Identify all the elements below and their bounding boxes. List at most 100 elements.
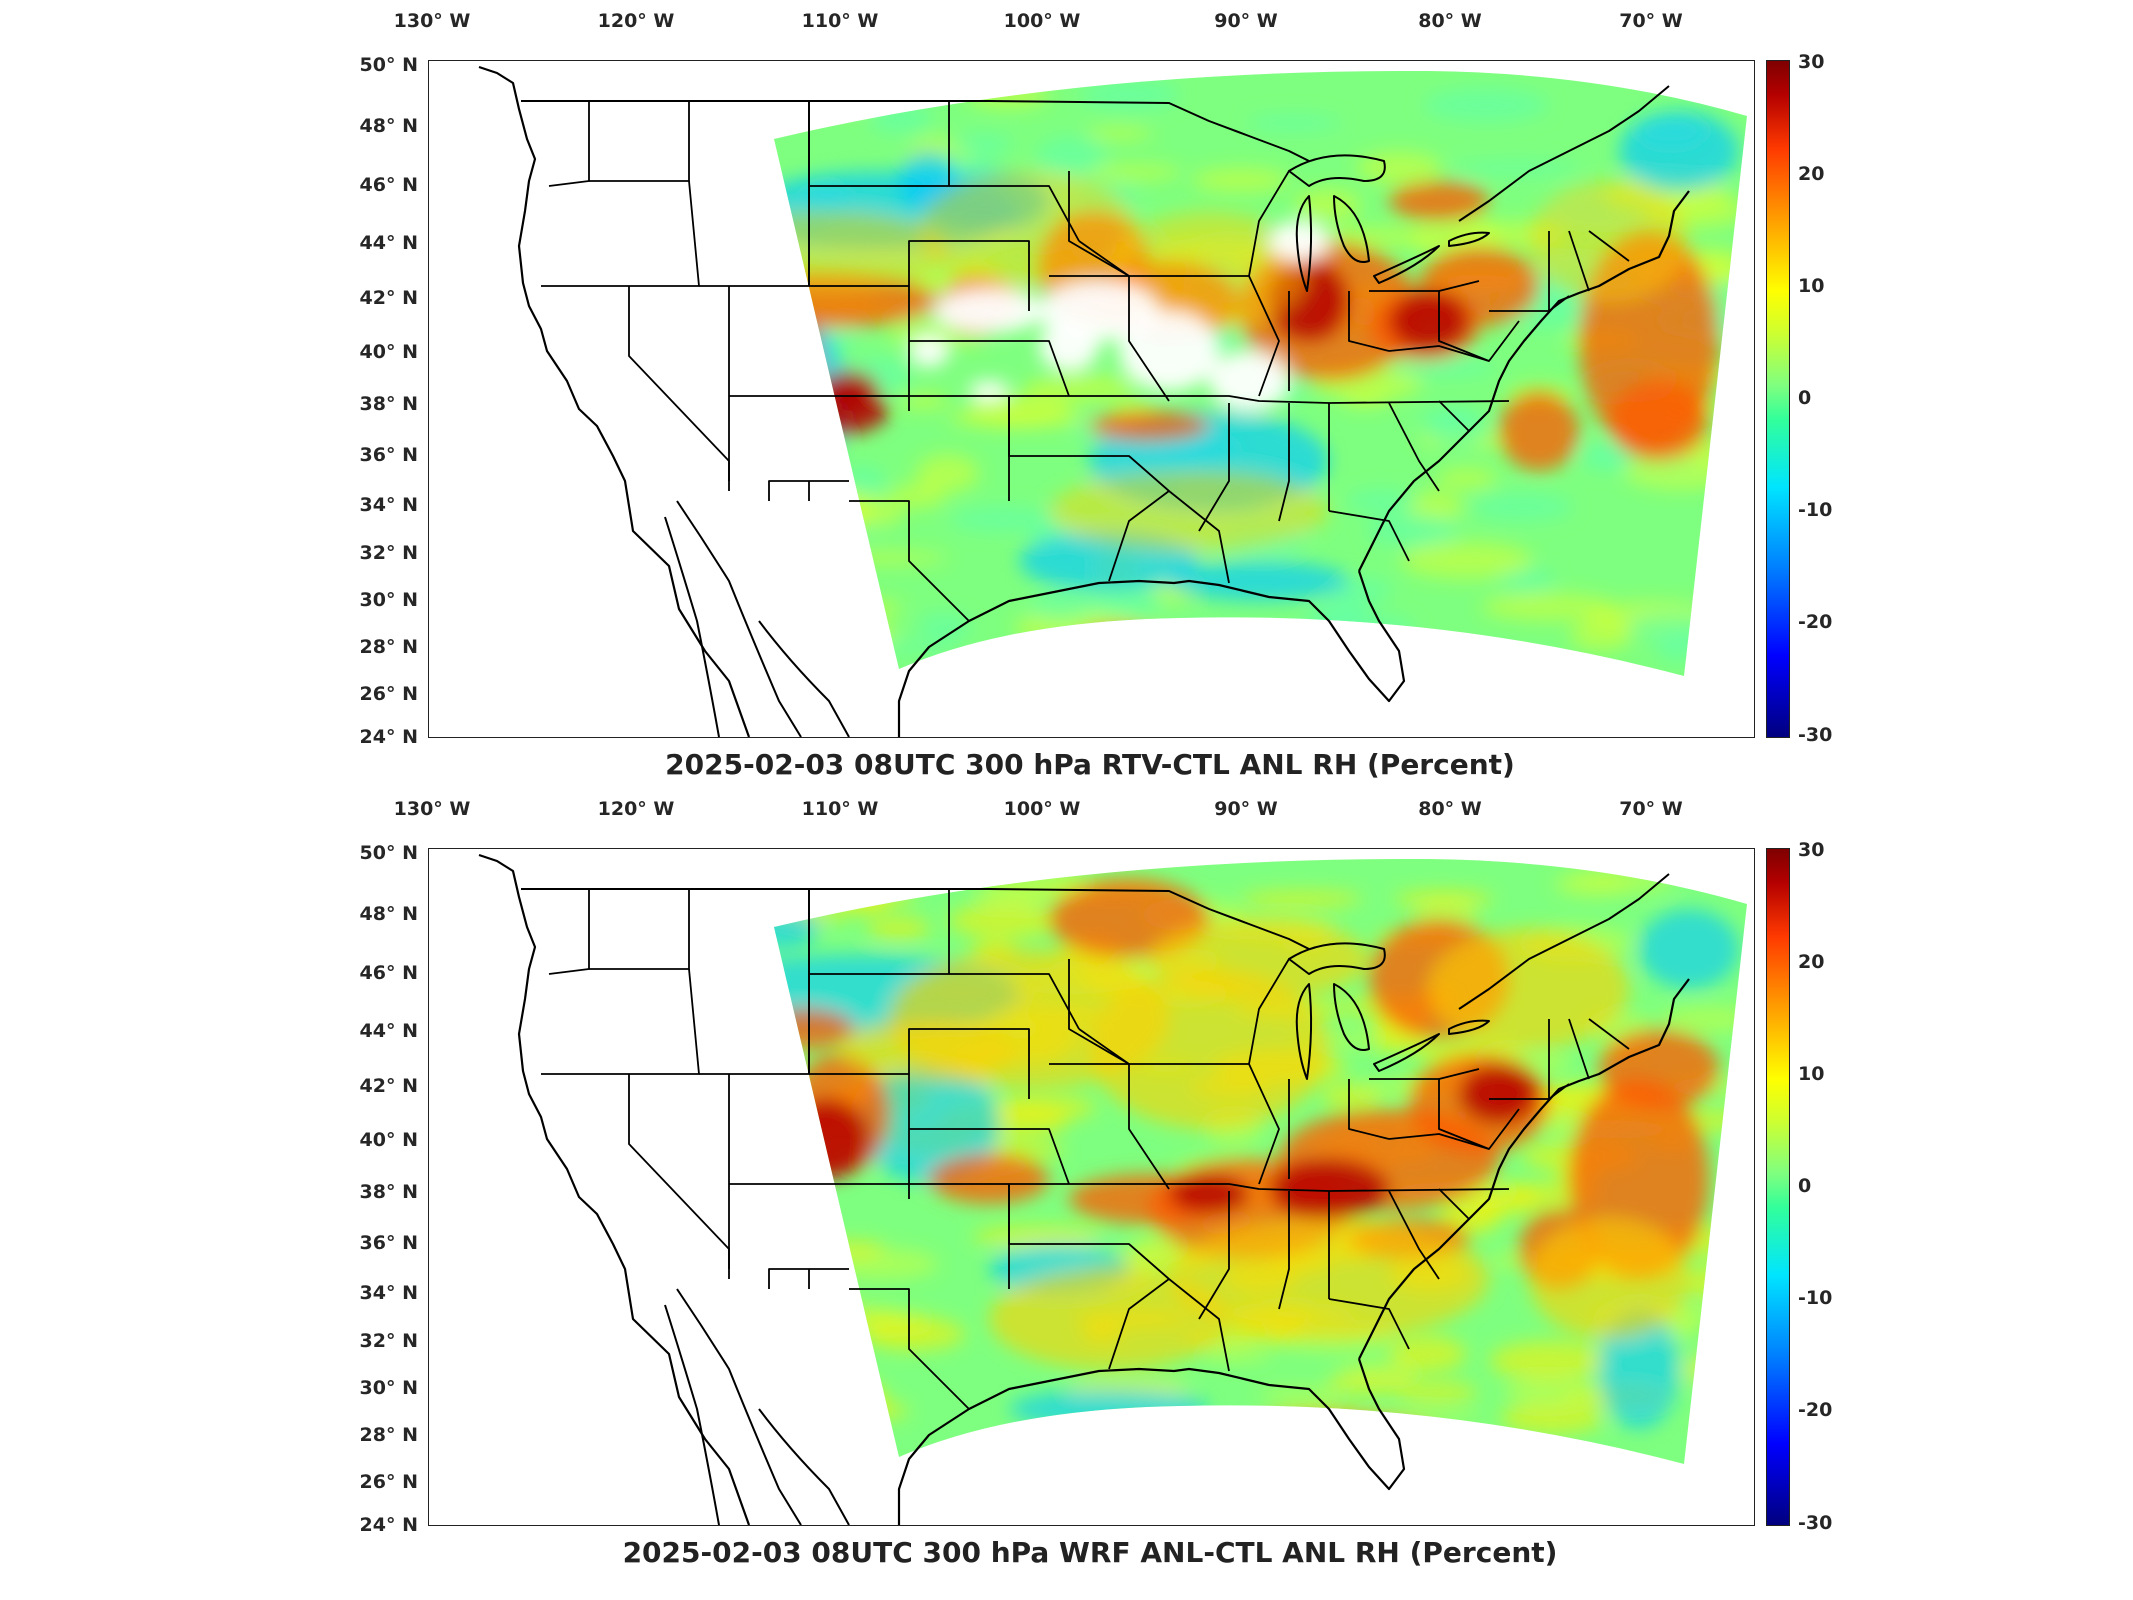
missing-data xyxy=(1119,311,1219,391)
state-border xyxy=(1009,1183,1510,1192)
colorbar-tick-label: 0 xyxy=(1798,387,1812,409)
map-frame xyxy=(428,848,1755,1526)
state-border xyxy=(1388,1190,1440,1280)
field-texture xyxy=(1436,468,1498,489)
longitude-label: 130° W xyxy=(393,10,471,32)
state-border xyxy=(589,889,690,970)
map-panel-top: 130° W 120° W 110° W 100° W 90° W 80° W 70° W … xyxy=(359,10,1833,781)
state-border xyxy=(768,1268,849,1289)
state-border xyxy=(909,1128,1070,1185)
missing-data xyxy=(909,335,949,367)
lake-superior xyxy=(1288,942,1386,975)
latitude-label: 50° N xyxy=(359,54,418,76)
state-border xyxy=(849,1288,970,1410)
map-frame xyxy=(428,60,1755,738)
colorbar-tick-label: 20 xyxy=(1798,163,1825,185)
colorbar-tick-label: 30 xyxy=(1798,51,1825,73)
lake-huron xyxy=(1333,195,1370,263)
state-border xyxy=(1278,403,1290,522)
field-texture xyxy=(1199,1348,1273,1363)
negative-anomaly xyxy=(1619,111,1739,191)
field-texture xyxy=(1422,88,1549,123)
colorbar-tick-label: 10 xyxy=(1798,275,1825,297)
state-border xyxy=(1568,1018,1590,1080)
state-border xyxy=(1128,455,1230,584)
positive-anomaly xyxy=(1389,181,1489,221)
state-border xyxy=(768,480,849,501)
latitude-label: 28° N xyxy=(359,636,418,658)
moderate-anomaly xyxy=(1049,471,1329,551)
field-texture xyxy=(997,1095,1097,1120)
missing-data xyxy=(1039,321,1099,371)
latitude-label: 42° N xyxy=(359,1075,418,1097)
lake-ontario xyxy=(1448,231,1490,247)
field-texture xyxy=(774,329,863,348)
field-texture xyxy=(784,616,897,652)
state-border xyxy=(541,180,700,287)
moderate-anomaly xyxy=(1149,919,1369,999)
colorbar-tick-label: -10 xyxy=(1798,499,1833,521)
moderate-anomaly xyxy=(1109,211,1309,331)
state-border xyxy=(548,101,590,187)
negative-anomaly xyxy=(774,909,819,949)
state-border xyxy=(1248,1063,1280,1185)
latitude-label: 32° N xyxy=(359,542,418,564)
field-texture xyxy=(827,640,961,654)
positive-anomaly xyxy=(1089,411,1209,441)
state-border xyxy=(589,101,690,182)
field-texture xyxy=(1240,890,1363,907)
colorbar-tick-label: 20 xyxy=(1798,951,1825,973)
missing-data xyxy=(1269,221,1329,261)
field-texture xyxy=(966,82,1050,109)
field-texture xyxy=(890,483,946,509)
field-texture xyxy=(948,132,1013,156)
latitude-label: 36° N xyxy=(359,444,418,466)
state-border xyxy=(1108,1278,1170,1370)
negative-anomaly xyxy=(1639,909,1739,989)
field-texture xyxy=(818,1377,875,1409)
state-border xyxy=(1348,291,1390,352)
field-texture xyxy=(1086,590,1166,617)
state-border xyxy=(1128,1243,1230,1372)
longitude-label: 130° W xyxy=(393,798,471,820)
canada-border xyxy=(521,888,1310,950)
field-texture xyxy=(841,465,887,500)
mexico-coast xyxy=(758,620,850,737)
positive-anomaly xyxy=(774,1009,854,1049)
colorbar-tick-label: -20 xyxy=(1798,611,1833,633)
strong-positive-anomaly xyxy=(1459,1064,1539,1124)
state-border xyxy=(808,101,950,286)
strong-positive-anomaly xyxy=(1389,291,1469,351)
state-border xyxy=(1388,320,1520,362)
colorbar-tick-label: -10 xyxy=(1798,1287,1833,1309)
state-border xyxy=(1328,1298,1410,1350)
west-coastline xyxy=(478,65,751,737)
colorbar-tick-label: -30 xyxy=(1798,724,1833,746)
state-border xyxy=(548,889,590,975)
state-border xyxy=(1078,240,1170,402)
rh-difference-map xyxy=(478,853,1747,1525)
state-border xyxy=(1198,403,1230,532)
longitude-label: 80° W xyxy=(1418,798,1482,820)
latitude-label: 40° N xyxy=(359,341,418,363)
field-texture xyxy=(1036,135,1107,176)
state-border xyxy=(1438,1079,1490,1150)
field-texture xyxy=(1398,1382,1478,1402)
state-border xyxy=(908,1028,1030,1099)
longitude-label: 100° W xyxy=(1003,798,1081,820)
colorbar xyxy=(1766,848,1790,1526)
missing-data xyxy=(969,381,1009,401)
state-border xyxy=(628,1074,730,1279)
baja-peninsula xyxy=(664,1304,720,1525)
longitude-label: 80° W xyxy=(1418,10,1482,32)
field-texture xyxy=(1429,410,1487,451)
latitude-label: 38° N xyxy=(359,393,418,415)
negative-anomaly xyxy=(774,306,829,386)
latitude-label: 26° N xyxy=(359,683,418,705)
negative-anomaly xyxy=(859,1064,999,1184)
state-border xyxy=(1438,400,1470,432)
state-border xyxy=(1588,230,1630,262)
canada-border xyxy=(1458,85,1670,222)
field-texture xyxy=(867,916,931,940)
field-texture xyxy=(1553,871,1631,897)
